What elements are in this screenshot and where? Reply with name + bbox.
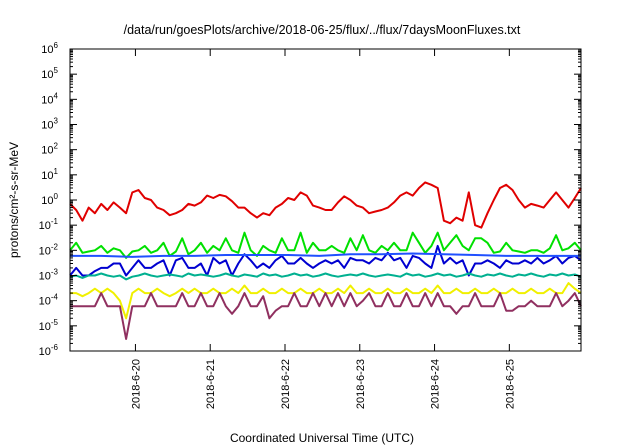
chart-title: /data/run/goesPlots/archive/2018-06-25/f…: [124, 23, 521, 37]
y-tick-label: 105: [41, 66, 58, 81]
y-tick-label: 10-3: [39, 268, 59, 283]
series-line-0: [69, 181, 582, 229]
y-tick-label: 102: [41, 142, 58, 157]
y-tick-label: 10-5: [39, 318, 59, 333]
x-tick-label: 2018-6-23: [355, 359, 367, 409]
y-tick-label: 10-1: [39, 217, 59, 232]
x-tick-label: 2018-6-25: [504, 359, 516, 409]
x-tick-label: 2018-6-20: [130, 359, 142, 409]
series-line-2: [69, 244, 582, 277]
x-tick-label: 2018-6-22: [280, 359, 292, 409]
series-line-4: [69, 272, 582, 281]
y-tick-label: 100: [41, 192, 58, 207]
series-line-3: [70, 252, 581, 258]
y-tick-label: 10-2: [39, 242, 59, 257]
y-tick-label: 101: [41, 167, 58, 182]
series-line-1: [69, 231, 582, 259]
x-tick-label: 2018-6-24: [430, 359, 442, 409]
y-tick-label: 10-6: [39, 343, 59, 358]
y-axis: 10-6 10-5 10-4 10-3 10-2 10-1 100 101 102 103 104 1…: [39, 41, 581, 358]
x-axis: 2018-6-20 2018-6-21 2018-6-22 2018-6-23 2018…: [130, 49, 516, 409]
y-tick-label: 10-4: [39, 293, 59, 308]
y-tick-label: 103: [41, 117, 58, 132]
y-tick-label: 104: [41, 91, 58, 106]
y-axis-label: protons/cm²-s-sr-MeV: [7, 142, 21, 258]
x-tick-label: 2018-6-21: [205, 359, 217, 409]
series-line-6: [70, 292, 582, 340]
y-tick-label: 106: [41, 41, 58, 56]
x-axis-label: Coordinated Universal Time (UTC): [230, 431, 414, 445]
series-layer: [69, 181, 582, 340]
